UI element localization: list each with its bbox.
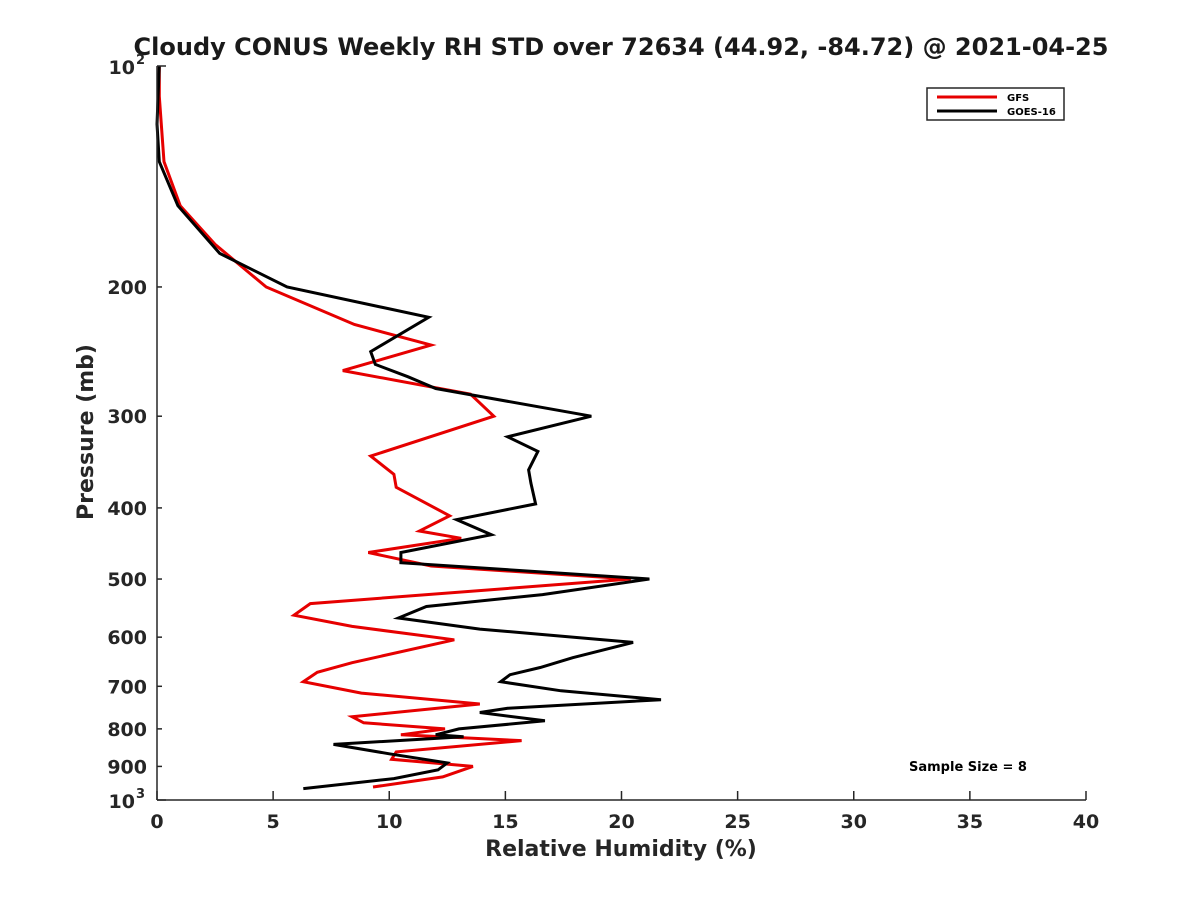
- y-tick-label: 400: [107, 498, 147, 520]
- x-tick-label: 40: [1073, 811, 1099, 833]
- y-tick-label: 800: [107, 719, 147, 741]
- legend-label: GFS: [1007, 93, 1029, 104]
- legend: GFS GOES-16: [926, 87, 1065, 121]
- x-tick-label: 10: [376, 811, 402, 833]
- y-tick-label: 200: [107, 277, 147, 299]
- y-tick-label: 700: [107, 676, 147, 698]
- y-tick-label-exponent: 3: [136, 787, 145, 802]
- y-tick-label: 10: [109, 791, 135, 813]
- y-tick-label: 10: [109, 57, 135, 79]
- series-line-goes-16: [155, 65, 662, 791]
- x-tick-label: 0: [150, 811, 163, 833]
- y-tick-label: 300: [107, 406, 147, 428]
- legend-box: [926, 87, 1065, 121]
- series-line-gfs: [157, 66, 631, 789]
- plot-area: [155, 65, 662, 791]
- x-tick-label: 15: [492, 811, 518, 833]
- x-tick-label: 5: [267, 811, 280, 833]
- chart-title: Cloudy CONUS Weekly RH STD over 72634 (4…: [134, 33, 1109, 61]
- x-axis: 0 5 10 15 20 25 30 35 40: [150, 791, 1099, 833]
- sample-size-annotation: Sample Size = 8: [909, 760, 1027, 775]
- x-tick-label: 20: [608, 811, 634, 833]
- x-tick-label: 35: [957, 811, 983, 833]
- y-tick-label-exponent: 2: [136, 53, 145, 68]
- x-tick-label: 30: [841, 811, 867, 833]
- x-axis-label: Relative Humidity (%): [485, 837, 757, 862]
- x-tick-label: 25: [724, 811, 750, 833]
- y-tick-label: 500: [107, 569, 147, 591]
- y-tick-label: 900: [107, 756, 147, 778]
- legend-label: GOES-16: [1007, 107, 1056, 118]
- y-tick-label: 600: [107, 627, 147, 649]
- y-axis-label: Pressure (mb): [74, 344, 99, 520]
